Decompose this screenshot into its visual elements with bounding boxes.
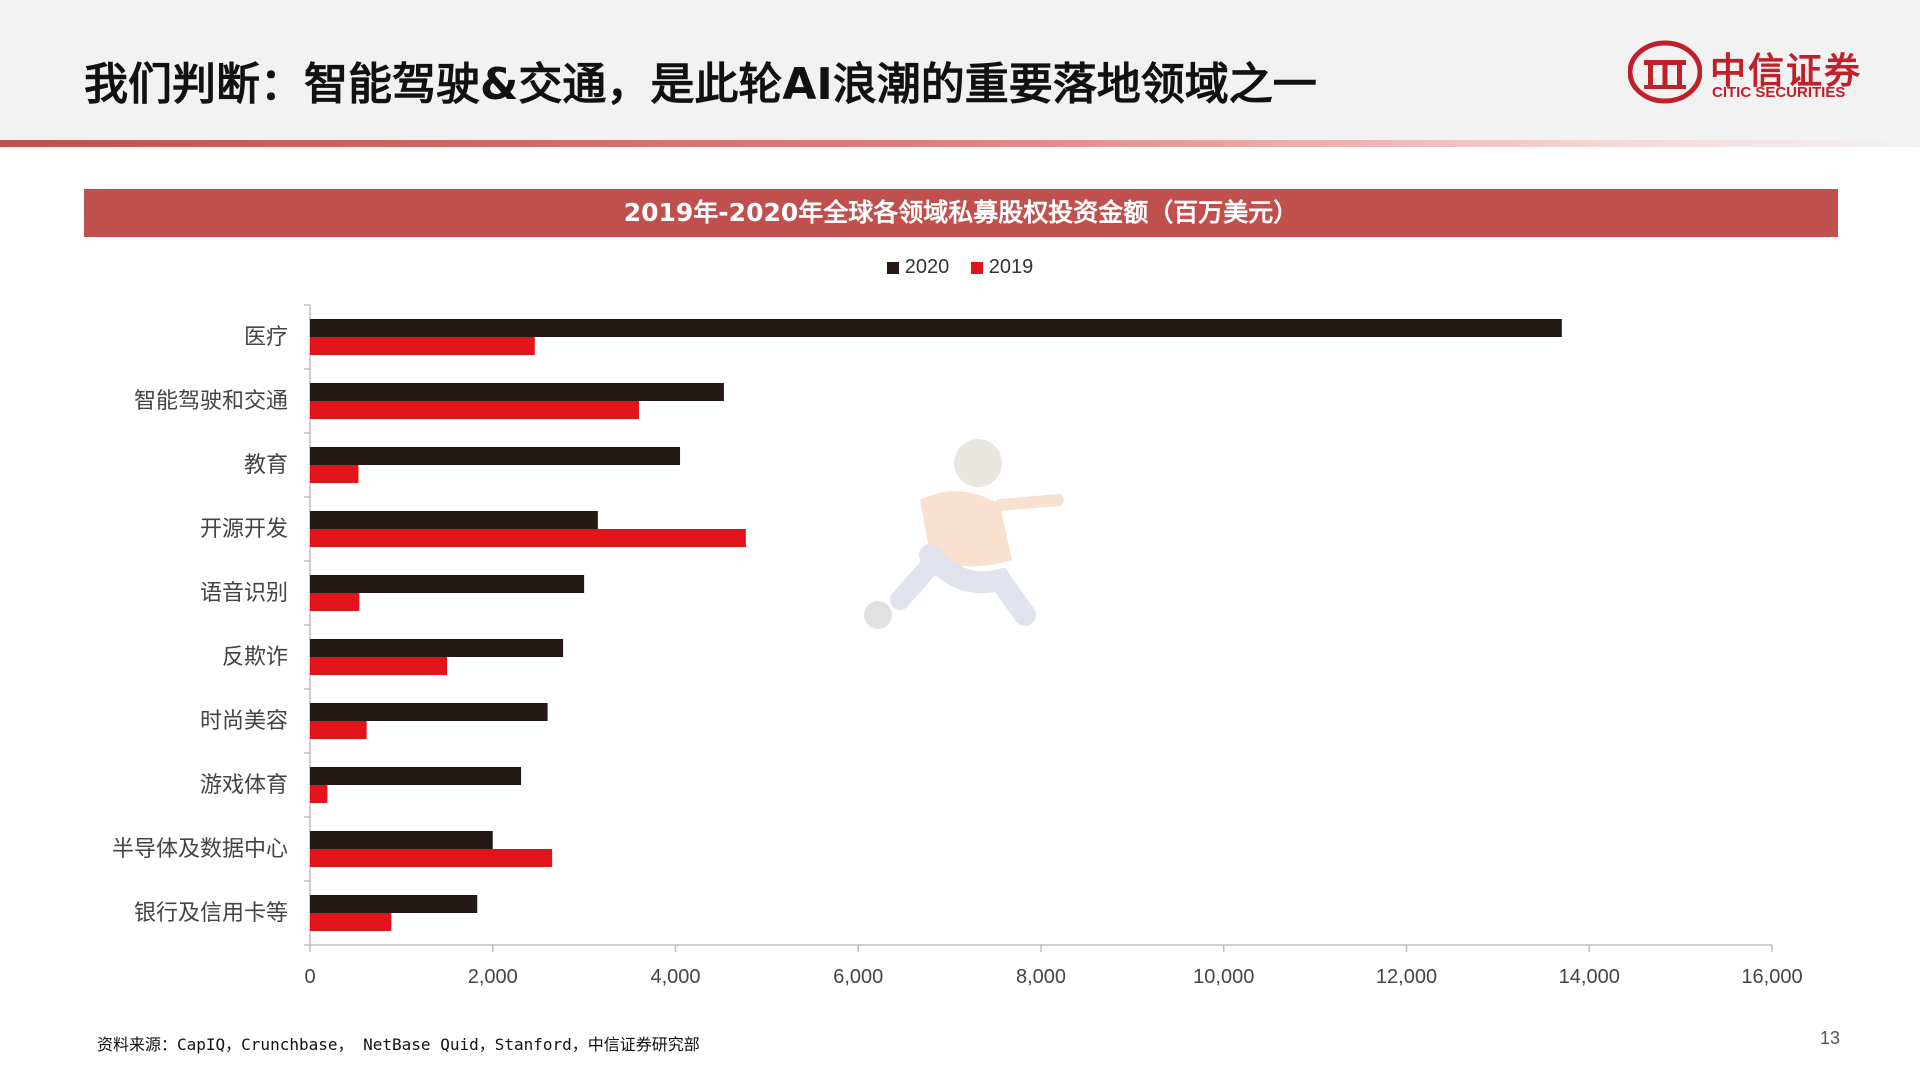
category-label: 银行及信用卡等 — [134, 901, 288, 926]
header-bar — [0, 0, 1920, 140]
chart-legend: 2020 2019 — [0, 256, 1920, 280]
category-label: 语音识别 — [200, 581, 288, 606]
category-label: 时尚美容 — [200, 709, 288, 734]
x-tick-label: 0 — [304, 966, 315, 988]
bar-2020 — [310, 639, 564, 657]
category-label: 反欺诈 — [222, 645, 288, 670]
bar-2019 — [310, 401, 639, 419]
page-number: 13 — [1820, 1028, 1841, 1048]
legend-label-2020: 2020 — [904, 256, 950, 278]
bar-2020 — [310, 447, 681, 465]
header-divider — [0, 140, 1920, 147]
bar-2019 — [310, 337, 535, 355]
bar-2020 — [310, 703, 548, 721]
bar-2019 — [310, 593, 360, 611]
bar-2019 — [310, 529, 746, 547]
bar-chart: 0 2,000 4,000 6,000 8,000 10,000 12,000 14,000 1… — [112, 304, 1803, 988]
citic-logo: 中信证券 CITIC SECURITIES — [1627, 40, 1888, 110]
legend-swatch-2019 — [970, 261, 983, 274]
page-title: 我们判断：智能驾驶&交通，是此轮AI浪潮的重要落地领域之一 — [84, 59, 1317, 110]
x-tick-label: 14,000 — [1559, 966, 1620, 988]
category-label: 半导体及数据中心 — [112, 837, 288, 862]
source-note: 资料来源：CapIQ，Crunchbase， NetBase Quid，Stan… — [97, 1035, 700, 1054]
category-label: 游戏体育 — [200, 773, 288, 798]
bar-2019 — [310, 465, 359, 483]
x-tick-label: 2,000 — [468, 966, 518, 988]
citic-emblem-icon — [1627, 40, 1703, 104]
bar-2019 — [310, 721, 367, 739]
bar-2020 — [310, 767, 522, 785]
logo-english-name: CITIC SECURITIES — [1712, 84, 1846, 101]
bar-2019 — [310, 849, 553, 867]
bar-2019 — [310, 913, 392, 931]
category-label: 开源开发 — [200, 517, 288, 542]
chart-title: 2019年-2020年全球各领域私募股权投资金额（百万美元） — [84, 189, 1838, 237]
runner-illustration-icon — [864, 439, 1064, 629]
x-tick-label: 16,000 — [1741, 966, 1802, 988]
x-tick-label: 8,000 — [1016, 966, 1066, 988]
x-tick-label: 10,000 — [1193, 966, 1254, 988]
category-label: 智能驾驶和交通 — [134, 389, 288, 414]
x-tick-label: 6,000 — [833, 966, 883, 988]
bar-2020 — [310, 895, 478, 913]
bar-2020 — [310, 575, 585, 593]
bar-2020 — [310, 511, 598, 529]
bar-2019 — [310, 785, 328, 803]
logo-chinese-name: 中信证券 — [1710, 50, 1863, 92]
x-tick-label: 12,000 — [1376, 966, 1437, 988]
bar-2020 — [310, 319, 1562, 337]
category-label: 教育 — [244, 453, 288, 478]
category-label: 医疗 — [244, 325, 288, 350]
legend-item-2019: 2019 — [970, 256, 1034, 279]
legend-item-2020: 2020 — [886, 256, 950, 279]
x-tick-label: 4,000 — [650, 966, 700, 988]
bar-2020 — [310, 831, 493, 849]
bar-2020 — [310, 383, 724, 401]
bar-2019 — [310, 657, 448, 675]
legend-swatch-2020 — [886, 261, 899, 274]
legend-label-2019: 2019 — [988, 256, 1034, 278]
